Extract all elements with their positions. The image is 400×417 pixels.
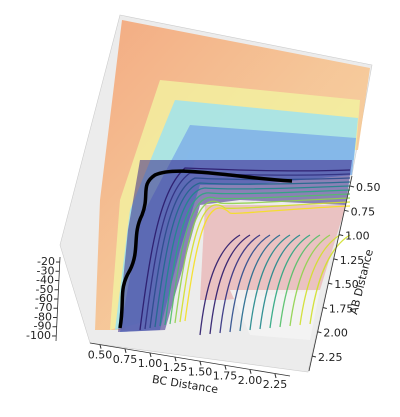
contour-line [179,201,351,323]
x-tick [149,352,152,358]
z-tick-label: -90 [34,320,52,333]
contour-line [219,234,261,334]
contours [139,167,351,336]
z-tick-label: -40 [36,274,54,287]
x-tick [174,357,177,362]
contour-line [259,234,301,330]
y-tick-label: 1.00 [345,230,370,243]
contour-line [279,234,321,328]
x-axis-line [89,342,291,377]
y-tick-label: 1.50 [334,278,359,291]
z-tick-label: -70 [35,301,53,314]
x-tick-label: 2.00 [238,374,263,387]
y-tick [344,209,349,212]
x-tick [199,361,202,366]
y-tick [349,185,355,188]
z-tick-label: -60 [35,292,53,305]
x-tick [249,369,252,374]
x-tick-label: 0.75 [113,353,138,366]
z-tick-label: -100 [26,329,51,342]
contour-line [229,234,271,333]
y-tick-label: 2.00 [323,327,348,340]
z-tick-label: -20 [37,255,55,268]
x-tick [274,373,277,379]
x-tick-label: 1.75 [213,370,238,383]
contour-line [139,167,351,331]
y-tick [328,282,333,285]
contour-line [209,234,251,335]
y-tick-label: 1.25 [340,254,365,267]
y-tick-label: 2.25 [318,351,343,364]
y-tick-label: 1.75 [329,302,354,315]
contour-line [269,234,311,329]
x-tick-label: 1.25 [163,361,188,374]
contour-line [249,234,291,331]
z-tick-label: -80 [34,310,52,323]
contour-line [154,181,351,328]
z-tick-label: -30 [37,264,55,277]
contour-line [149,177,351,329]
contour-line [164,189,351,326]
trajectory [118,169,293,329]
x-tick-label: 2.25 [263,378,288,391]
contour-line [184,205,351,322]
contour-line [174,197,351,324]
contour-line [309,234,351,325]
y-tick [322,306,327,309]
x-tick-label: 0.50 [88,349,113,362]
y-tick-label: 0.50 [356,181,381,194]
y-axis-line [308,175,353,372]
x-tick-label: 1.00 [138,357,163,370]
x-tick-label: 1.50 [188,365,213,378]
y-tick [339,234,344,237]
x-tick [124,348,127,353]
y-tick [333,258,338,261]
contour-line [289,234,331,327]
x-tick [99,344,102,349]
y-tick [317,331,322,334]
contour-line [199,234,241,336]
contour-line [239,234,281,332]
y-tick-label: 0.75 [351,205,376,218]
z-tick-label: -50 [36,283,54,296]
contour-line [299,234,341,326]
x-tick [224,365,227,370]
contour-line [159,185,351,327]
y-tick [311,355,317,358]
contour-line [169,193,351,325]
